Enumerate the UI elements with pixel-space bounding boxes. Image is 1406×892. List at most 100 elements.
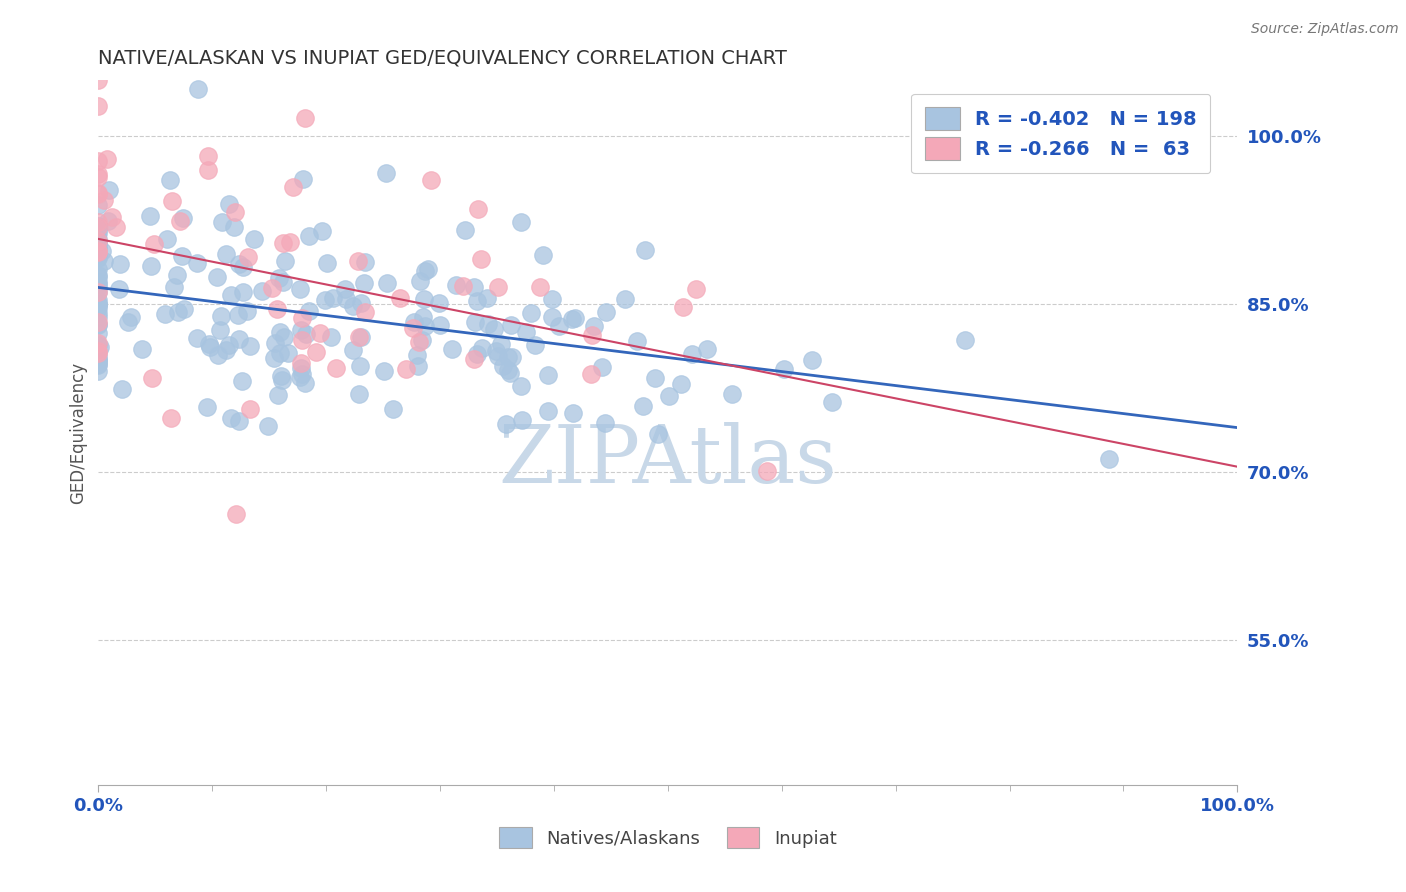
Point — [501, 350, 523, 364]
Point — [294, 376, 316, 391]
Point — [408, 359, 430, 374]
Point — [269, 325, 291, 339]
Point — [87, 153, 110, 168]
Point — [388, 291, 411, 305]
Point — [271, 235, 294, 250]
Point — [537, 404, 560, 418]
Point — [87, 262, 110, 277]
Point — [219, 288, 242, 302]
Point — [499, 318, 522, 333]
Point — [97, 183, 120, 197]
Point — [333, 282, 356, 296]
Point — [531, 248, 554, 262]
Point — [298, 304, 321, 318]
Point — [595, 416, 617, 430]
Point — [87, 197, 110, 211]
Point — [373, 364, 395, 378]
Point — [413, 293, 436, 307]
Point — [591, 360, 613, 375]
Point — [281, 180, 304, 194]
Point — [187, 82, 209, 96]
Point — [262, 281, 284, 295]
Point — [236, 304, 259, 318]
Point — [271, 275, 294, 289]
Point — [228, 414, 250, 428]
Point — [87, 232, 110, 246]
Y-axis label: GED/Equivalency: GED/Equivalency — [69, 361, 87, 504]
Point — [228, 332, 250, 346]
Point — [595, 305, 617, 319]
Point — [167, 305, 190, 319]
Point — [93, 254, 115, 268]
Point — [93, 194, 115, 208]
Point — [228, 257, 250, 271]
Point — [582, 319, 605, 334]
Point — [87, 347, 110, 361]
Point — [316, 256, 339, 270]
Point — [561, 311, 583, 326]
Point — [224, 204, 246, 219]
Point — [412, 310, 434, 324]
Point — [87, 285, 110, 299]
Point — [87, 219, 110, 233]
Point — [87, 277, 110, 292]
Point — [87, 336, 110, 351]
Point — [87, 269, 110, 284]
Point — [631, 399, 654, 413]
Point — [541, 310, 564, 325]
Point — [87, 338, 110, 352]
Point — [419, 173, 441, 187]
Point — [375, 166, 398, 180]
Point — [495, 417, 517, 431]
Point — [266, 302, 288, 317]
Point — [205, 269, 228, 284]
Point — [231, 374, 253, 388]
Point — [87, 285, 110, 299]
Point — [467, 202, 489, 216]
Point — [581, 328, 603, 343]
Point — [451, 279, 474, 293]
Point — [471, 341, 494, 355]
Point — [264, 335, 287, 350]
Point — [211, 215, 233, 229]
Point — [292, 171, 315, 186]
Point — [465, 347, 488, 361]
Point — [160, 194, 183, 208]
Point — [773, 362, 796, 376]
Point — [475, 291, 498, 305]
Point — [87, 293, 110, 308]
Point — [658, 389, 681, 403]
Point — [87, 244, 110, 259]
Point — [484, 343, 506, 358]
Point — [186, 255, 208, 269]
Point — [821, 395, 844, 409]
Point — [215, 247, 238, 261]
Point — [295, 326, 318, 341]
Point — [353, 305, 375, 319]
Point — [349, 359, 371, 373]
Point — [510, 215, 533, 229]
Point — [131, 342, 153, 356]
Point — [97, 213, 120, 227]
Point — [87, 170, 110, 185]
Point — [270, 368, 292, 383]
Point — [349, 296, 371, 310]
Point — [395, 361, 418, 376]
Point — [464, 315, 486, 329]
Point — [413, 263, 436, 277]
Point — [512, 413, 534, 427]
Point — [159, 411, 181, 425]
Point — [197, 163, 219, 178]
Point — [186, 331, 208, 345]
Point — [232, 260, 254, 274]
Point — [228, 308, 250, 322]
Point — [280, 235, 302, 250]
Point — [634, 243, 657, 257]
Point — [108, 257, 131, 271]
Point — [87, 345, 110, 359]
Point — [87, 352, 110, 367]
Text: Source: ZipAtlas.com: Source: ZipAtlas.com — [1251, 22, 1399, 37]
Point — [319, 330, 342, 344]
Point — [207, 348, 229, 362]
Point — [96, 153, 118, 167]
